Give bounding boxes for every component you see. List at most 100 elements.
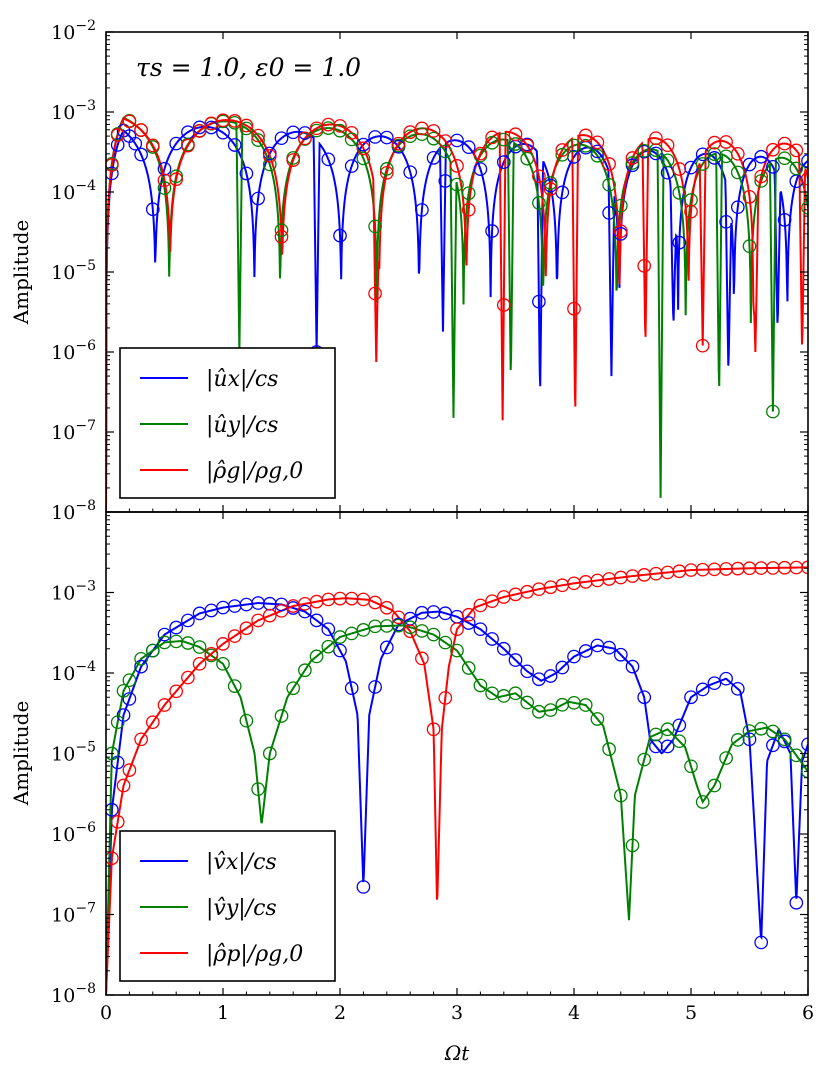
data-marker <box>742 732 757 747</box>
data-marker <box>356 141 371 156</box>
legend-label-0: |v̂x|/cs <box>206 850 277 875</box>
top-annotation: τs = 1.0, ε0 = 1.0 <box>136 53 361 82</box>
data-marker <box>707 778 722 793</box>
data-marker <box>286 153 301 167</box>
data-marker <box>660 153 675 168</box>
data-marker <box>216 113 230 128</box>
data-marker <box>157 627 172 642</box>
data-marker <box>356 151 371 166</box>
data-marker <box>543 703 558 717</box>
data-marker <box>157 698 172 712</box>
data-marker <box>169 172 184 187</box>
data-marker <box>473 622 488 637</box>
data-marker <box>719 671 733 686</box>
data-marker <box>543 176 558 190</box>
data-marker <box>625 151 640 165</box>
legend-label-0: |ûx|/cs <box>206 367 278 392</box>
data-marker <box>777 213 792 227</box>
data-marker <box>169 684 184 699</box>
data-marker <box>766 142 780 157</box>
data-marker <box>485 632 499 646</box>
data-marker <box>660 138 675 153</box>
data-marker <box>145 202 160 217</box>
data-marker <box>181 670 195 685</box>
x-tick-label: 4 <box>568 1002 580 1024</box>
data-marker <box>309 613 324 628</box>
data-marker <box>368 619 382 634</box>
data-marker <box>181 138 195 153</box>
series-line-1 <box>106 116 808 512</box>
data-marker <box>450 177 464 192</box>
y-tick-label: 10−4 <box>51 178 96 204</box>
data-marker <box>707 562 722 577</box>
data-marker <box>520 138 535 153</box>
data-marker <box>637 690 652 705</box>
data-marker <box>602 640 616 655</box>
data-marker <box>379 619 394 633</box>
data-marker <box>379 162 394 176</box>
x-tick-label: 3 <box>451 1002 463 1024</box>
data-marker <box>684 193 698 207</box>
data-marker <box>719 562 733 576</box>
bottom-panel: 0 1 2 3 4 5 6 10−8 10−7 10−6 10−5 10−4 10−3 Amplitud… <box>9 511 814 1065</box>
top-axis-ticks: 10−8 10−7 10−6 10−5 10−4 10−3 10−2 <box>51 18 809 524</box>
bottom-plot-area <box>106 560 808 995</box>
series-line-0 <box>106 125 808 512</box>
data-marker <box>262 608 277 623</box>
data-marker <box>157 181 172 195</box>
plot-clip-group <box>106 560 808 995</box>
data-marker <box>106 851 119 866</box>
data-marker <box>251 782 265 797</box>
data-marker <box>251 128 265 143</box>
data-marker <box>637 752 652 767</box>
data-marker <box>754 169 769 184</box>
y-tick-label: 10−7 <box>51 418 96 444</box>
data-marker <box>766 724 780 739</box>
data-marker <box>613 224 628 239</box>
data-marker <box>438 691 453 705</box>
data-marker <box>106 158 119 172</box>
y-tick-label: 10−2 <box>51 18 96 44</box>
data-marker <box>754 149 769 164</box>
data-marker <box>106 746 119 761</box>
data-marker <box>461 140 476 155</box>
data-marker <box>496 155 511 169</box>
top-legend: |ûx|/cs |ûy|/cs |ρ̂g|/ρg,0 <box>119 347 336 499</box>
data-marker <box>473 162 488 176</box>
data-marker <box>555 147 570 162</box>
data-marker <box>532 294 546 309</box>
data-marker <box>520 151 535 166</box>
data-marker <box>719 135 733 149</box>
data-marker <box>777 560 792 575</box>
data-marker <box>286 681 301 696</box>
data-marker <box>730 561 745 576</box>
data-marker <box>730 200 745 215</box>
y-tick-label: 10−5 <box>51 740 96 766</box>
data-marker <box>227 114 242 128</box>
data-marker <box>110 815 125 829</box>
data-marker <box>262 746 277 761</box>
data-marker <box>122 114 137 129</box>
data-marker <box>321 639 336 654</box>
data-marker <box>106 166 119 181</box>
data-marker <box>227 138 242 152</box>
data-marker <box>532 169 546 184</box>
data-marker <box>473 146 488 161</box>
data-marker <box>695 682 710 697</box>
data-marker <box>368 595 382 610</box>
data-marker <box>590 135 605 150</box>
data-marker <box>134 732 148 747</box>
data-marker <box>116 778 131 793</box>
data-marker <box>344 681 359 696</box>
data-marker <box>450 622 464 637</box>
data-marker <box>543 669 558 683</box>
data-marker <box>719 214 733 229</box>
data-marker <box>426 627 441 642</box>
data-marker <box>672 734 687 749</box>
data-marker <box>485 594 499 609</box>
data-marker <box>438 144 453 159</box>
data-marker <box>344 125 359 140</box>
x-axis-title: Ωt <box>444 1041 471 1065</box>
data-marker <box>555 143 570 157</box>
data-marker <box>719 751 733 765</box>
